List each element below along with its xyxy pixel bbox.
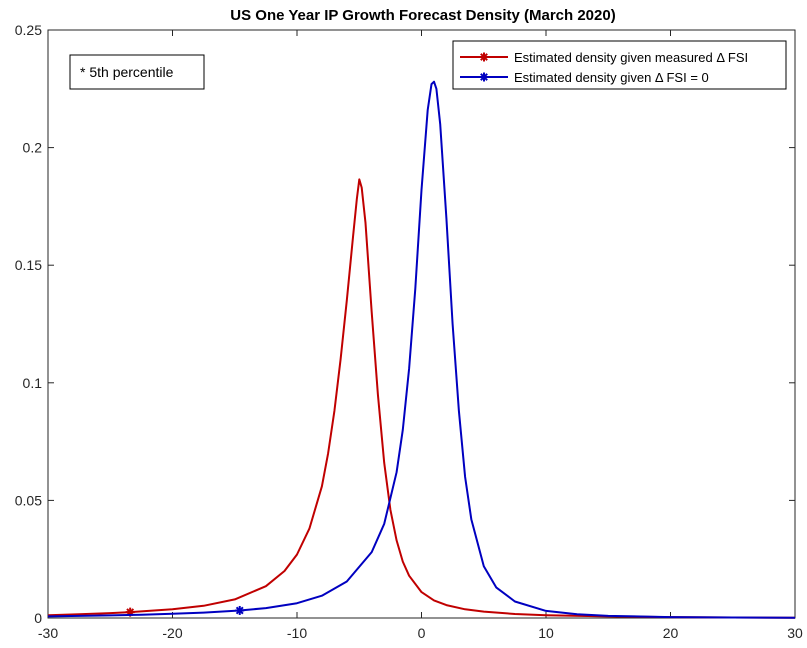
y-tick-label: 0.2	[23, 140, 43, 156]
x-tick-label: 0	[418, 625, 426, 641]
plot-border	[47, 29, 796, 619]
y-tick-label: 0.15	[15, 257, 42, 273]
chart-title: US One Year IP Growth Forecast Density (…	[230, 7, 615, 24]
x-tick-label: -30	[38, 625, 58, 641]
annotation-text: * 5th percentile	[80, 64, 174, 80]
legend: Estimated density given measured Δ FSI Es…	[452, 40, 787, 90]
x-tick-label: 20	[663, 625, 679, 641]
series-line-1	[47, 178, 796, 619]
y-tick-label: 0.25	[15, 22, 42, 38]
y-tick-label: 0.05	[15, 492, 42, 508]
legend-label-2: Estimated density given Δ FSI = 0	[514, 70, 709, 85]
x-tick-label: 30	[787, 625, 803, 641]
annotation-box: * 5th percentile	[69, 54, 205, 90]
y-tick-label: 0	[34, 610, 42, 626]
legend-marker-2	[479, 72, 489, 82]
x-tick-label: -20	[162, 625, 182, 641]
legend-label-1: Estimated density given measured Δ FSI	[514, 50, 748, 65]
series-line-2	[47, 80, 796, 619]
x-tick-label: 10	[538, 625, 554, 641]
legend-marker-1	[479, 52, 489, 62]
percentile-marker-2	[235, 605, 245, 615]
y-axis: 0 0.05 0.1 0.15 0.2 0.25	[15, 22, 795, 626]
plot-area	[47, 29, 796, 619]
y-tick-label: 0.1	[23, 375, 43, 391]
x-tick-label: -10	[287, 625, 307, 641]
x-axis: -30 -20 -10 0 10 20 30	[38, 30, 803, 641]
series-layer	[47, 80, 796, 619]
